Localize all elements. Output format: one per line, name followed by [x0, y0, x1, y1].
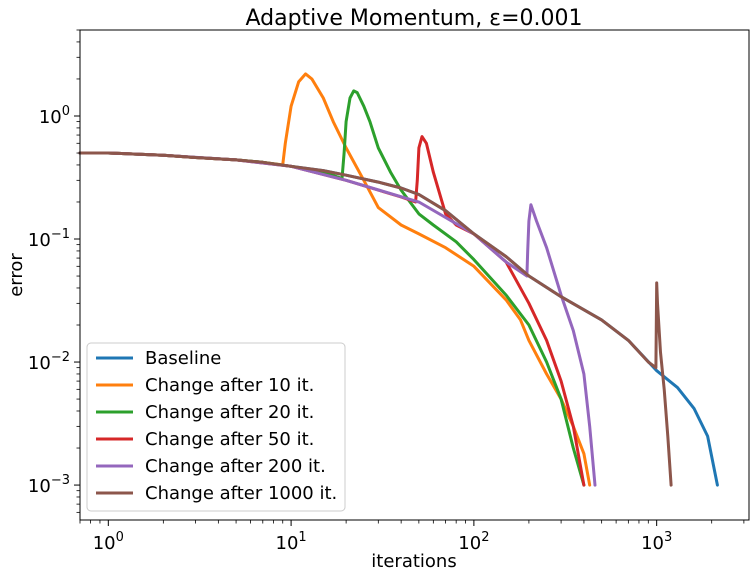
legend-label: Change after 200 it.: [145, 456, 326, 477]
legend-label: Change after 1000 it.: [145, 483, 337, 504]
x-tick-label: 100: [93, 530, 124, 554]
y-tick-label: 10−2: [28, 350, 70, 374]
legend-label: Change after 20 it.: [145, 402, 314, 423]
legend-label: Change after 10 it.: [145, 375, 314, 396]
x-tick-label: 101: [276, 530, 307, 554]
chart-title: Adaptive Momentum, ε=0.001: [245, 6, 582, 31]
series-line-6: [78, 151, 673, 487]
legend-label: Baseline: [145, 348, 221, 369]
legend: Baseline Change after 10 it. Change after …: [86, 342, 346, 512]
axes-layer: 100 101 102 103 10−3 10−2 10−1 100: [28, 29, 745, 554]
y-tick-label: 100: [39, 104, 70, 128]
plot-frame: [79, 29, 750, 521]
x-tick-label: 102: [458, 530, 489, 554]
y-tick-label: 10−1: [28, 227, 70, 251]
series-layer: [78, 72, 719, 487]
legend-box: [86, 342, 346, 512]
x-tick-label: 103: [641, 530, 672, 554]
legend-label: Change after 50 it.: [145, 429, 314, 450]
y-axis-label: error: [6, 253, 27, 297]
x-axis-label: iterations: [371, 551, 456, 572]
y-tick-label: 10−3: [28, 473, 70, 497]
